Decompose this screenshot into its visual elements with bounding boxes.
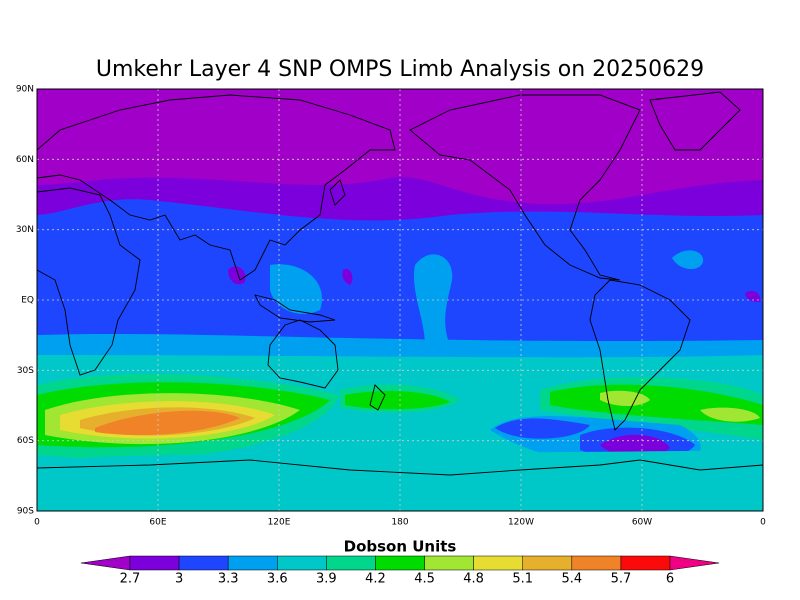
colorbar-label: 5.4 xyxy=(561,572,582,587)
colorbar: 2.7 3 3.3 3.6 3.9 4.2 4.5 4.8 5.1 5.4 5.7 6 xyxy=(80,555,720,587)
lon-label: 60E xyxy=(149,518,166,528)
colorbar-label: 4.5 xyxy=(414,572,435,587)
contour-region xyxy=(95,410,240,436)
colorbar-box xyxy=(620,555,671,571)
africa xyxy=(36,187,141,376)
lat-label: EQ xyxy=(21,296,34,306)
colorbar-label: 5.1 xyxy=(512,572,533,587)
colorbar-label: 4.8 xyxy=(463,572,484,587)
new-zealand xyxy=(369,384,386,411)
lat-label: 60S xyxy=(17,436,34,446)
lat-label: 90S xyxy=(17,507,34,517)
lon-label: 120W xyxy=(508,518,534,528)
greenland xyxy=(649,91,741,151)
colorbar-box xyxy=(473,555,523,571)
north-america xyxy=(409,94,641,281)
colorbar-label: 4.2 xyxy=(365,572,386,587)
south-america xyxy=(589,279,691,431)
lat-label: 60N xyxy=(16,155,34,165)
colorbar-box xyxy=(375,555,425,571)
lon-label: 60W xyxy=(632,518,652,528)
colorbar-low xyxy=(80,555,131,571)
colorbar-label: 5.7 xyxy=(611,572,632,587)
colorbar-label: 3.6 xyxy=(267,572,288,587)
map-title: Umkehr Layer 4 SNP OMPS Limb Analysis on… xyxy=(96,57,704,82)
colorbar-box xyxy=(424,555,474,571)
colorbar-box xyxy=(571,555,622,571)
colorbar-box xyxy=(227,555,278,571)
colorbar-box xyxy=(129,555,180,571)
colorbar-title: Dobson Units xyxy=(344,538,457,556)
graticule xyxy=(37,89,763,511)
lon-label: 0 xyxy=(760,518,766,528)
lat-label: 90N xyxy=(16,85,34,95)
colorbar-label: 6 xyxy=(666,572,674,587)
eurasia xyxy=(36,94,396,281)
contour-region xyxy=(37,89,763,205)
contour-region xyxy=(270,264,322,314)
ozone-field xyxy=(37,89,763,511)
japan xyxy=(329,179,346,206)
lat-label: 30N xyxy=(16,225,34,235)
lon-label: 120E xyxy=(268,518,291,528)
lat-label: 30S xyxy=(17,366,34,376)
contour-region xyxy=(700,407,760,422)
contour-region xyxy=(495,418,590,439)
map-frame xyxy=(36,88,764,512)
colorbar-label: 3.9 xyxy=(316,572,337,587)
antarctica xyxy=(36,459,764,476)
lon-label: 0 xyxy=(34,518,40,528)
colorbar-label: 3 xyxy=(175,572,183,587)
contour-region xyxy=(672,250,704,270)
colorbar-box xyxy=(326,555,376,571)
contour-region xyxy=(228,266,246,285)
lon-label: 180 xyxy=(391,518,408,528)
colorbar-box xyxy=(277,555,327,571)
colorbar-box xyxy=(522,555,573,571)
australia xyxy=(267,319,339,389)
contour-region xyxy=(345,390,450,410)
colorbar-label: 2.7 xyxy=(120,572,141,587)
contour-region xyxy=(745,290,761,302)
colorbar-high xyxy=(669,555,720,571)
contour-region xyxy=(342,268,353,285)
coastlines xyxy=(36,91,764,476)
indonesia xyxy=(254,294,336,323)
colorbar-label: 3.3 xyxy=(218,572,239,587)
colorbar-box xyxy=(178,555,229,571)
